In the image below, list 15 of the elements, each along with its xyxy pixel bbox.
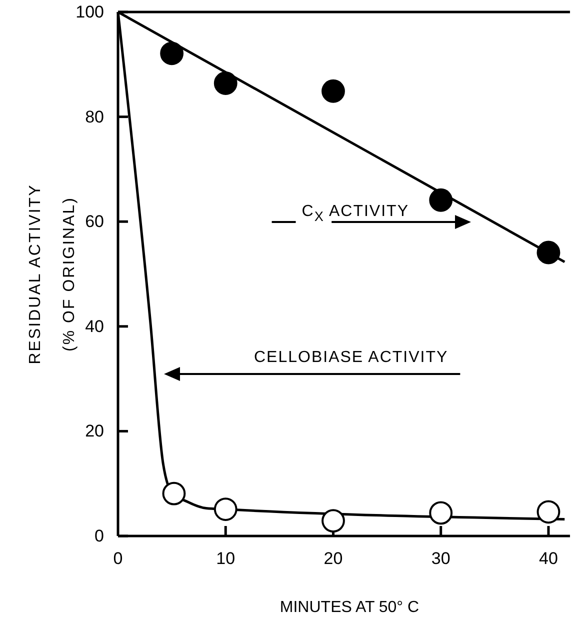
x-tick-label: 40	[539, 549, 558, 568]
annotation: C$_{X}$ ACTIVITY	[302, 203, 409, 224]
y-tick-label: 20	[85, 422, 104, 441]
x-tick-label: 30	[431, 549, 450, 568]
y-tick-label: 100	[76, 2, 104, 22]
x-axis-title: MINUTES AT 50° C	[280, 599, 420, 616]
x-tick-label: 0	[113, 549, 123, 568]
y-tick-label: 0	[94, 526, 104, 546]
y-axis-title: RESIDUAL ACTIVITY (% OF ORIGINAL)	[27, 184, 78, 364]
y-tick-label: 40	[85, 316, 104, 336]
y-tick-label: 60	[85, 212, 104, 232]
x-tick-label: 20	[324, 549, 343, 568]
x-tick-label: 10	[216, 549, 236, 568]
annotation: CELLOBIASE ACTIVITY	[254, 349, 448, 366]
y-tick-label: 80	[85, 107, 104, 126]
